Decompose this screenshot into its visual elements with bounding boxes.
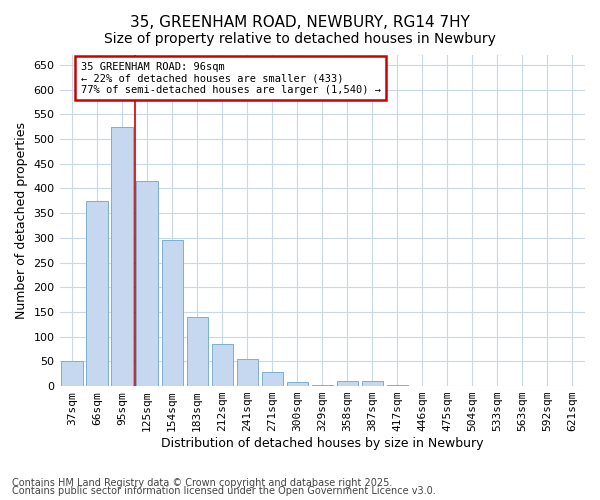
Bar: [112, 126, 133, 386]
Text: 35 GREENHAM ROAD: 96sqm
← 22% of detached houses are smaller (433)
77% of semi-d: 35 GREENHAM ROAD: 96sqm ← 22% of detache…: [80, 62, 380, 95]
Bar: [236, 359, 258, 386]
Bar: [311, 385, 333, 386]
Text: Contains HM Land Registry data © Crown copyright and database right 2025.: Contains HM Land Registry data © Crown c…: [12, 478, 392, 488]
Bar: [187, 317, 208, 386]
Bar: [337, 381, 358, 386]
Bar: [387, 385, 408, 386]
Bar: [136, 181, 158, 386]
Bar: [262, 372, 283, 386]
Bar: [61, 362, 83, 386]
Text: Size of property relative to detached houses in Newbury: Size of property relative to detached ho…: [104, 32, 496, 46]
Bar: [86, 201, 108, 386]
Bar: [212, 344, 233, 386]
Text: 35, GREENHAM ROAD, NEWBURY, RG14 7HY: 35, GREENHAM ROAD, NEWBURY, RG14 7HY: [130, 15, 470, 30]
Text: Contains public sector information licensed under the Open Government Licence v3: Contains public sector information licen…: [12, 486, 436, 496]
Bar: [287, 382, 308, 386]
Y-axis label: Number of detached properties: Number of detached properties: [15, 122, 28, 319]
Bar: [161, 240, 183, 386]
X-axis label: Distribution of detached houses by size in Newbury: Distribution of detached houses by size …: [161, 437, 484, 450]
Bar: [362, 381, 383, 386]
